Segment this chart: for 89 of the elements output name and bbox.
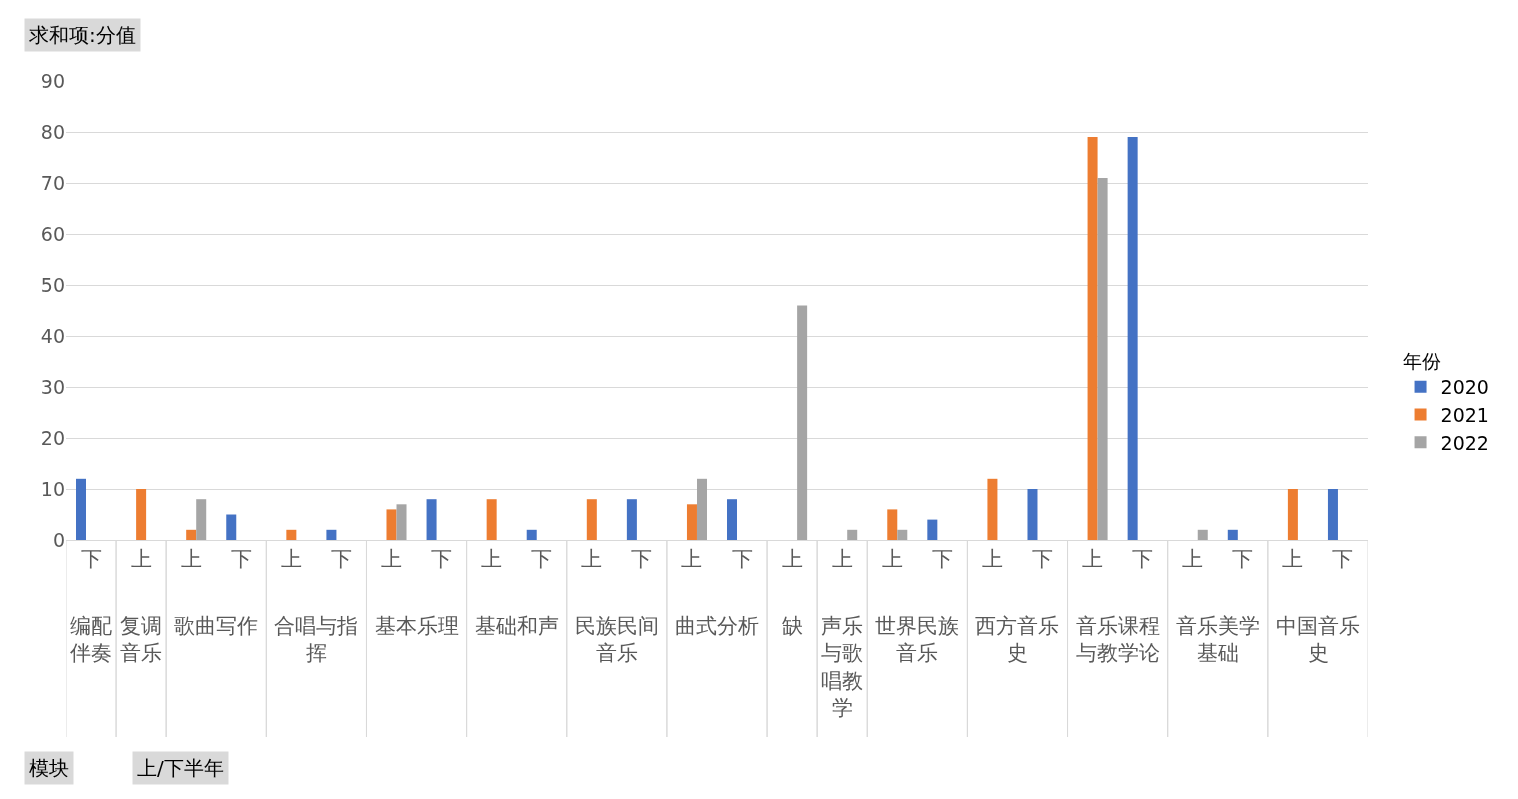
category-label: 下 <box>1232 547 1254 572</box>
category-label: 下 <box>731 547 753 572</box>
y-tick-label: 90 <box>40 69 65 92</box>
category-label: 上 <box>831 547 853 572</box>
legend-label: 2020 <box>1440 376 1489 399</box>
bar <box>927 519 938 540</box>
bar <box>797 305 808 540</box>
y-tick-label: 30 <box>40 375 65 398</box>
category-label: 声乐与歌唱教学 <box>821 614 863 720</box>
bar <box>1327 489 1338 540</box>
category-label: 音乐美学基础 <box>1176 614 1260 666</box>
bar <box>1127 137 1138 540</box>
bar <box>1197 529 1208 540</box>
category-label: 上 <box>1082 547 1104 572</box>
bar <box>987 478 998 540</box>
bar <box>727 499 738 540</box>
category-label: 世界民族音乐 <box>875 614 959 666</box>
category-label: 上 <box>481 547 503 572</box>
bar <box>1097 177 1108 540</box>
category-label: 上 <box>781 547 803 572</box>
legend-label: 2021 <box>1440 403 1489 426</box>
category-label: 上 <box>1282 547 1304 572</box>
y-tick-label: 20 <box>40 426 65 449</box>
bar <box>686 504 697 540</box>
category-label: 上 <box>581 547 603 572</box>
bar <box>1027 489 1038 540</box>
category-label: 上 <box>681 547 703 572</box>
y-tick-label: 0 <box>52 528 65 551</box>
bar <box>887 509 898 540</box>
text: 模块 <box>29 756 69 780</box>
category-label: 编配伴奏 <box>70 614 112 666</box>
category-label: 下 <box>80 547 102 572</box>
bar <box>226 514 237 540</box>
category-label: 西方音乐史 <box>975 614 1059 666</box>
bar <box>1287 489 1298 540</box>
legend-label: 2022 <box>1440 431 1489 454</box>
category-label: 下 <box>330 547 352 572</box>
bar <box>1087 137 1098 540</box>
bar <box>386 509 397 540</box>
bar <box>76 478 87 540</box>
bar <box>1227 529 1238 540</box>
category-label: 上 <box>981 547 1003 572</box>
category-label: 下 <box>1132 547 1154 572</box>
y-tick-label: 50 <box>40 273 65 296</box>
y-tick-label: 80 <box>40 120 65 143</box>
bar <box>486 499 497 540</box>
category-label: 上 <box>180 547 202 572</box>
category-label: 曲式分析 <box>675 614 759 638</box>
category-label: 合唱与指挥 <box>274 614 358 666</box>
category-label: 上 <box>130 547 152 572</box>
category-label: 下 <box>531 547 553 572</box>
category-label: 上 <box>881 547 903 572</box>
category-label: 基本乐理 <box>375 614 459 638</box>
y-tick-label: 40 <box>40 324 65 347</box>
bar <box>186 529 197 540</box>
y-tick-label: 70 <box>40 171 65 194</box>
category-label: 上 <box>381 547 402 572</box>
bar <box>626 499 637 540</box>
category-label: 下 <box>1032 547 1053 572</box>
bar <box>326 529 337 540</box>
legend-title: 年份 <box>1402 350 1441 372</box>
category-label: 上 <box>280 547 302 572</box>
category-label: 上 <box>1182 547 1204 572</box>
bar <box>526 529 537 540</box>
category-label: 下 <box>631 547 653 572</box>
y-tick-label: 60 <box>40 222 65 245</box>
category-label: 基础和声 <box>475 614 559 638</box>
bar <box>696 478 707 540</box>
category-label: 中国音乐史 <box>1276 614 1360 666</box>
category-label: 复调音乐 <box>120 614 162 666</box>
bar <box>136 489 147 540</box>
category-label: 民族民间音乐 <box>575 614 659 666</box>
category-label: 下 <box>431 547 453 572</box>
text: 求和项:分值 <box>29 23 136 47</box>
y-tick-label: 10 <box>40 477 65 500</box>
bar <box>847 529 858 540</box>
bar <box>286 529 297 540</box>
category-label: 音乐课程与教学论 <box>1076 614 1160 666</box>
text: 上/下半年 <box>137 756 224 780</box>
bar <box>196 499 207 540</box>
category-label: 缺 <box>782 614 803 638</box>
bar <box>897 529 908 540</box>
bar <box>396 504 407 540</box>
category-label: 下 <box>230 547 252 572</box>
category-label: 下 <box>1332 547 1354 572</box>
category-label: 下 <box>931 547 953 572</box>
category-label: 歌曲写作 <box>174 614 258 638</box>
bar <box>426 499 437 540</box>
bar <box>586 499 597 540</box>
